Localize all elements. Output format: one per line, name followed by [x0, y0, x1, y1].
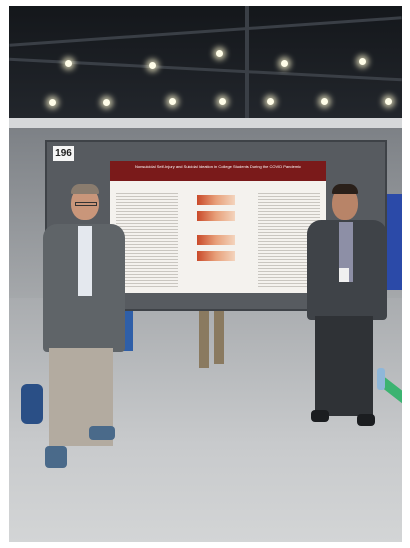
- ceiling-light: [267, 98, 274, 105]
- ceiling-light: [385, 98, 392, 105]
- poster-chart: [197, 195, 235, 205]
- poster-title: Nonsuicidal Self-Injury and Suicidal Ide…: [110, 161, 326, 181]
- poster-chart: [197, 251, 235, 261]
- ceiling-light: [149, 62, 156, 69]
- wall-band: [9, 118, 402, 128]
- blue-banner: [386, 194, 402, 290]
- ceiling-light: [359, 58, 366, 65]
- ceiling-light: [169, 98, 176, 105]
- poster-column-left: [116, 191, 178, 287]
- poster-chart: [197, 211, 235, 221]
- ceiling-light: [103, 99, 110, 106]
- person-left-shoe: [45, 446, 67, 468]
- ceiling-light: [219, 98, 226, 105]
- ceiling-beam: [9, 16, 402, 47]
- backpack: [21, 384, 43, 424]
- ceiling-column: [245, 6, 249, 118]
- ceiling: [9, 6, 402, 126]
- background-person-leg: [214, 306, 224, 364]
- ceiling-light: [281, 60, 288, 67]
- ceiling-light: [321, 98, 328, 105]
- person-left-hair: [71, 184, 99, 194]
- background-person-leg: [199, 306, 209, 368]
- person-right-shoe: [357, 414, 375, 426]
- booth-number: 196: [53, 146, 74, 161]
- glasses-icon: [75, 202, 97, 206]
- person-right-trousers: [315, 316, 373, 416]
- research-poster: Nonsuicidal Self-Injury and Suicidal Ide…: [110, 161, 326, 293]
- person-left-shoe: [89, 426, 115, 440]
- name-badge: [339, 268, 349, 282]
- conference-photo: 196 Nonsuicidal Self-Injury and Suicidal…: [9, 6, 402, 542]
- person-right-shoe: [311, 410, 329, 422]
- person-right-hair: [332, 184, 358, 194]
- water-bottle: [377, 368, 385, 390]
- ceiling-light: [65, 60, 72, 67]
- poster-column-middle: [187, 191, 249, 287]
- person-right-shirt: [339, 222, 353, 282]
- ceiling-light: [216, 50, 223, 57]
- poster-chart: [197, 235, 235, 245]
- ceiling-light: [49, 99, 56, 106]
- person-left-shirt: [78, 226, 92, 296]
